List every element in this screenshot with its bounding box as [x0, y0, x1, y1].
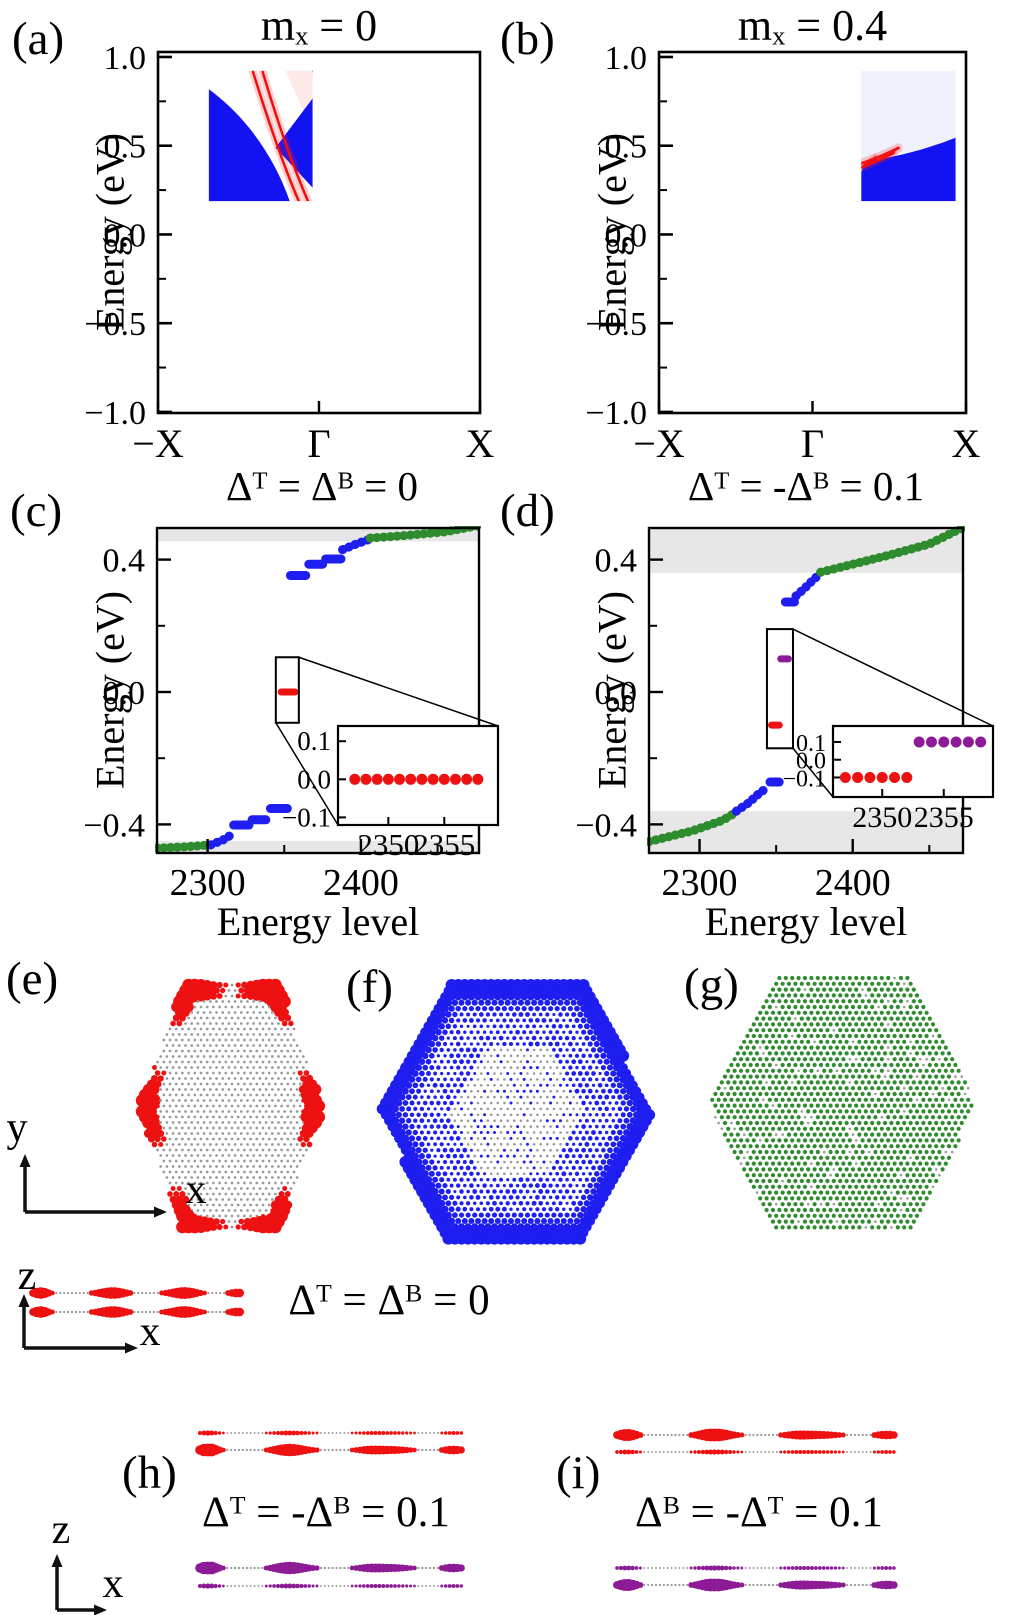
panel-c-series	[155, 526, 481, 853]
panel-a-ylabel: Energy (eV)	[87, 132, 133, 332]
panel-c-title: ΔT = ΔB = 0	[226, 463, 418, 509]
panel-letter-a: (a)	[12, 13, 65, 65]
svg-text:2350: 2350	[852, 801, 912, 834]
svg-text:0.0: 0.0	[605, 217, 648, 254]
side-view-h	[195, 1430, 465, 1589]
panel-d-title: ΔT = -ΔB = 0.1	[687, 463, 925, 509]
svg-text:0.4: 0.4	[103, 543, 146, 580]
x-axis-letter-yx: x	[185, 1167, 207, 1213]
panel-a-border	[156, 50, 482, 415]
panel-d-inset: 0.10.0−0.1 2350 2355	[782, 724, 995, 834]
svg-text:−0.5: −0.5	[84, 306, 146, 343]
x-axis-letter-mid: x	[139, 1309, 161, 1355]
svg-text:−0.4: −0.4	[575, 807, 637, 844]
panel-b-plot: 1.0 0.5 0.0 −0.5 −1.0−X Γ X	[585, 40, 980, 466]
panel-a-spectral-art	[208, 70, 313, 202]
panel-c-border	[155, 526, 481, 855]
panel-letter-h: (h)	[122, 1447, 177, 1499]
hexagon-lattice-g	[710, 975, 974, 1230]
panel-letter-c: (c)	[10, 485, 63, 537]
svg-text:2400: 2400	[323, 862, 399, 904]
svg-text:−1.0: −1.0	[84, 395, 146, 432]
panel-c-xlabel: Energy level	[216, 899, 420, 944]
svg-text:−X: −X	[132, 421, 184, 466]
panel-d-series	[647, 526, 965, 847]
panel-c-zoom-rect	[274, 656, 300, 724]
panel-c-ylabel: Energy (eV)	[87, 590, 133, 790]
panel-a-title: mx = 0	[260, 1, 378, 51]
svg-text:1.0: 1.0	[104, 40, 147, 77]
hexagon-lattice-f	[376, 979, 656, 1245]
panel-letter-i: (i)	[556, 1447, 601, 1499]
svg-text:1.0: 1.0	[605, 40, 648, 77]
hexagon-lattice-e	[135, 978, 326, 1234]
svg-text:−0.5: −0.5	[585, 306, 647, 343]
svg-text:0.5: 0.5	[104, 129, 147, 166]
z-axis-letter-mid: z	[17, 1253, 37, 1299]
panel-letter-g: (g)	[684, 959, 739, 1011]
panel-d-ylabel: Energy (eV)	[589, 590, 635, 790]
svg-text:X: X	[952, 421, 981, 466]
svg-text:2300: 2300	[662, 862, 738, 904]
svg-text:0.0: 0.0	[595, 675, 638, 712]
side-view-i	[613, 1428, 898, 1592]
panel-b-ylabel: Energy (eV)	[589, 132, 635, 332]
svg-text:2355: 2355	[914, 801, 974, 834]
svg-text:0.1: 0.1	[297, 726, 331, 756]
svg-text:−0.4: −0.4	[83, 807, 145, 844]
svg-text:0.0: 0.0	[297, 764, 331, 794]
panel-a-plot: 1.0 0.5 0.0 −0.5 −1.0−X Γ X	[84, 40, 494, 466]
axis-icons	[18, 1154, 167, 1615]
svg-text:0.4: 0.4	[595, 543, 638, 580]
svg-text:−1.0: −1.0	[585, 395, 647, 432]
svg-text:2300: 2300	[170, 862, 246, 904]
panel-d-border	[647, 526, 965, 855]
svg-text:0.5: 0.5	[605, 129, 648, 166]
svg-text:−0.1: −0.1	[782, 766, 826, 792]
panel-letter-b: (b)	[500, 13, 555, 65]
side-view-e_side	[29, 1287, 245, 1318]
z-axis-letter-bottom: z	[51, 1507, 71, 1553]
svg-text:2355: 2355	[413, 827, 475, 862]
svg-text:0.0: 0.0	[104, 217, 147, 254]
svg-text:Γ: Γ	[307, 421, 330, 466]
panel-b-title: mx = 0.4	[737, 1, 888, 51]
svg-text:X: X	[466, 421, 495, 466]
panel-d-xlabel: Energy level	[704, 899, 908, 944]
svg-text:0.1: 0.1	[796, 731, 826, 757]
svg-text:Γ: Γ	[801, 421, 824, 466]
y-axis-letter: y	[6, 1105, 28, 1151]
svg-text:2400: 2400	[815, 862, 891, 904]
svg-text:2350: 2350	[357, 827, 419, 862]
caption-ef: ΔT = ΔB = 0	[288, 1277, 490, 1324]
svg-text:−0.1: −0.1	[282, 802, 331, 832]
panel-letter-e: (e)	[6, 953, 59, 1005]
svg-text:−X: −X	[633, 421, 685, 466]
svg-text:0.0: 0.0	[103, 675, 146, 712]
x-axis-letter-bottom: x	[102, 1561, 124, 1607]
panel-letter-d: (d)	[500, 485, 555, 537]
panel-letter-f: (f)	[346, 961, 393, 1013]
caption-h: ΔT = -ΔB = 0.1	[202, 1489, 450, 1536]
panel-b-spectral-art	[861, 70, 956, 202]
panel-d-zoom-rect	[765, 628, 794, 750]
caption-i: ΔB = -ΔT = 0.1	[635, 1489, 883, 1536]
svg-text:0.0: 0.0	[796, 749, 826, 775]
